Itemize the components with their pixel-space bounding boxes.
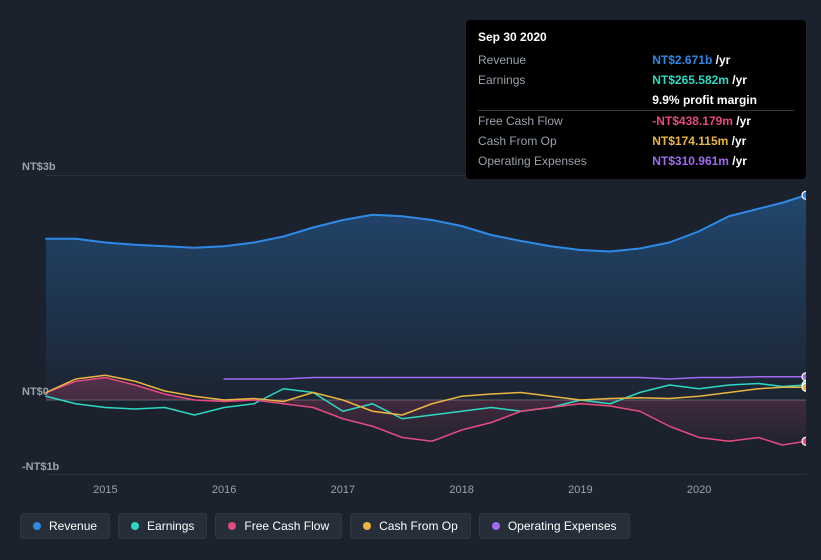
legend-dot-icon: [363, 522, 371, 530]
tooltip-row-label: Earnings: [478, 70, 652, 90]
legend-label: Free Cash Flow: [244, 519, 329, 533]
tooltip-row-label: [478, 90, 652, 111]
legend-dot-icon: [228, 522, 236, 530]
x-axis-labels: 2015 2016 2017 2018 2019 2020: [16, 484, 806, 498]
chart-legend: Revenue Earnings Free Cash Flow Cash From O…: [20, 513, 630, 539]
x-tick-label: 2017: [331, 484, 355, 496]
legend-label: Revenue: [49, 519, 97, 533]
chart-plot-area[interactable]: [16, 175, 806, 475]
legend-dot-icon: [131, 522, 139, 530]
tooltip-row-value: NT$2.671b /yr: [652, 50, 794, 70]
tooltip-row-value: -NT$438.179m /yr: [652, 111, 794, 132]
x-tick-label: 2015: [93, 484, 117, 496]
tooltip-row-value: NT$174.115m /yr: [652, 131, 794, 151]
tooltip-row-value: 9.9% profit margin: [652, 90, 794, 111]
tooltip-row-label: Operating Expenses: [478, 151, 652, 171]
legend-label: Operating Expenses: [508, 519, 617, 533]
legend-item-operating-expenses[interactable]: Operating Expenses: [479, 513, 630, 539]
tooltip-row-value: NT$265.582m /yr: [652, 70, 794, 90]
tooltip-table: RevenueNT$2.671b /yrEarningsNT$265.582m …: [478, 50, 794, 171]
legend-label: Cash From Op: [379, 519, 458, 533]
legend-dot-icon: [492, 522, 500, 530]
legend-dot-icon: [33, 522, 41, 530]
legend-item-free-cash-flow[interactable]: Free Cash Flow: [215, 513, 342, 539]
x-tick-label: 2020: [687, 484, 711, 496]
x-tick-label: 2018: [449, 484, 473, 496]
tooltip-row-label: Free Cash Flow: [478, 111, 652, 132]
legend-item-revenue[interactable]: Revenue: [20, 513, 110, 539]
tooltip-row-value: NT$310.961m /yr: [652, 151, 794, 171]
chart-container: Sep 30 2020 RevenueNT$2.671b /yrEarnings…: [0, 0, 821, 560]
chart-svg: [16, 175, 806, 475]
tooltip-row-label: Cash From Op: [478, 131, 652, 151]
x-tick-label: 2019: [568, 484, 592, 496]
legend-label: Earnings: [147, 519, 194, 533]
x-tick-label: 2016: [212, 484, 236, 496]
tooltip-date: Sep 30 2020: [478, 28, 794, 46]
data-tooltip: Sep 30 2020 RevenueNT$2.671b /yrEarnings…: [466, 20, 806, 179]
legend-item-earnings[interactable]: Earnings: [118, 513, 207, 539]
y-tick-label: NT$3b: [22, 161, 56, 173]
legend-item-cash-from-op[interactable]: Cash From Op: [350, 513, 471, 539]
tooltip-row-label: Revenue: [478, 50, 652, 70]
